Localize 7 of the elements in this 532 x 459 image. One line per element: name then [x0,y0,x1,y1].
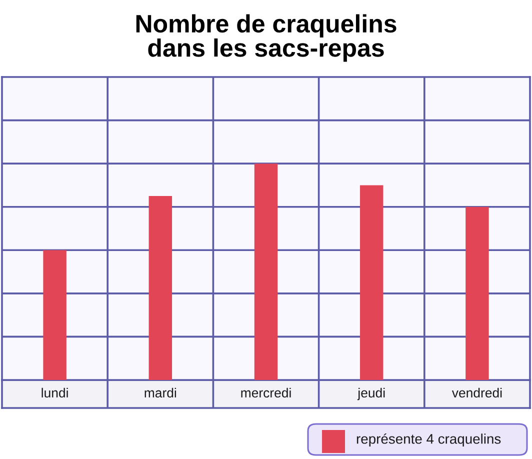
chart-title: Nombre de craquelins dans les sacs-repas [136,14,396,62]
x-tick-label: lundi [42,388,68,398]
x-tick-label: jeudi [357,388,385,400]
text: représente 4 craquelins [356,433,501,447]
x-tick-label: mercredi [241,388,291,398]
x-tick-label: mardi [144,388,176,398]
x-tick-label: vendredi [452,388,502,398]
